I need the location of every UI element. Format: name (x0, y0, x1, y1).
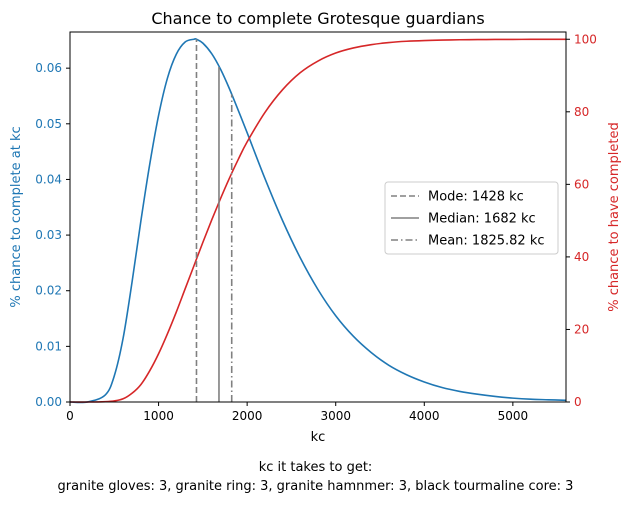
x-tick-label: 4000 (409, 409, 440, 423)
series-line-left (69, 38, 567, 404)
y-left-tick-label: 0.02 (35, 284, 62, 298)
x-tick-label: 3000 (320, 409, 351, 423)
y-left-tick-label: 0.05 (35, 117, 62, 131)
y-right-tick-label: 60 (574, 177, 589, 191)
y-left-axis-label: % chance to complete at kc (9, 126, 24, 307)
x-tick-label: 0 (66, 409, 74, 423)
y-right-tick-label: 80 (574, 105, 589, 119)
y-left-axis-ticks: 0.00 0.01 0.02 0.03 0.04 0.05 0.06 (35, 61, 70, 409)
series-line-right (69, 38, 567, 403)
legend-label-dashdot: Mean: 1825.82 kc (428, 234, 545, 249)
chart-title: Chance to complete Grotesque guardians (151, 9, 484, 28)
y-right-tick-label: 20 (574, 322, 589, 336)
marker-lines (195, 39, 233, 402)
y-left-tick-label: 0.04 (35, 172, 62, 186)
caption-line-2: granite gloves: 3, granite ring: 3, gran… (57, 479, 574, 494)
y-right-axis-ticks: 0 20 40 60 80 100 (566, 32, 597, 409)
y-right-tick-label: 0 (574, 395, 582, 409)
y-left-tick-label: 0.01 (35, 339, 62, 353)
y-left-tick-label: 0.00 (35, 395, 62, 409)
chart: Chance to complete Grotesque guardians 0… (9, 9, 622, 445)
y-right-axis-label: % chance to have completed (607, 122, 622, 312)
x-axis-label: kc (311, 430, 326, 445)
y-left-tick-label: 0.03 (35, 228, 62, 242)
y-right-tick-label: 40 (574, 250, 589, 264)
caption-line-1: kc it takes to get: (258, 460, 373, 475)
x-tick-label: 1000 (143, 409, 174, 423)
x-axis-ticks: 0 1000 2000 3000 4000 5000 (66, 402, 528, 423)
legend-box (384, 181, 559, 255)
legend-label-solid: Median: 1682 kc (428, 212, 536, 227)
legend: Mode: 1428 kc Median: 1682 kc Mean: 1825.8… (384, 181, 559, 255)
y-right-tick-label: 100 (574, 32, 597, 46)
legend-label-dashed: Mode: 1428 kc (428, 190, 524, 205)
x-tick-label: 2000 (232, 409, 263, 423)
plot-lines (69, 38, 567, 404)
y-left-tick-label: 0.06 (35, 61, 62, 75)
plot-frame (69, 31, 567, 403)
x-tick-label: 5000 (498, 409, 529, 423)
